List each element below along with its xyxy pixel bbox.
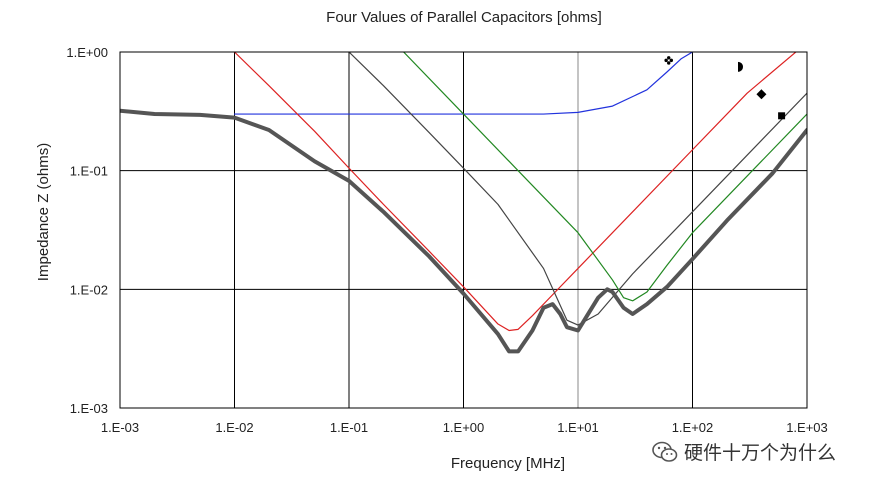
x-tick-label: 1.E+02 — [672, 420, 714, 435]
y-axis-label: Impedance Z (ohms) — [35, 143, 52, 281]
series-group — [120, 52, 807, 354]
y-tick-label: 1.E-01 — [70, 164, 108, 179]
chart-title: Four Values of Parallel Capacitors [ohms… — [326, 9, 602, 26]
marker-group — [664, 56, 786, 120]
x-tick-label: 1.E-02 — [215, 420, 253, 435]
wechat-icon — [652, 441, 678, 462]
x-axis-label: Frequency [MHz] — [451, 455, 565, 472]
x-tick-label: 1.E+01 — [557, 420, 599, 435]
watermark-text: 硬件十万个为什么 — [684, 442, 837, 464]
watermark: 硬件十万个为什么 — [652, 438, 836, 465]
square-marker — [778, 112, 786, 120]
x-tick-label: 1.E+03 — [786, 420, 828, 435]
series-line-5 — [120, 108, 807, 354]
diamond-marker — [756, 89, 767, 100]
tick-labels: 1.E-03 1.E-02 1.E-01 1.E+00 1.E+01 1.E+02 1.E+… — [66, 45, 827, 435]
x-tick-label: 1.E+00 — [443, 420, 485, 435]
series-line-1 — [233, 52, 694, 115]
y-tick-label: 1.E-03 — [70, 401, 108, 416]
series-line-4 — [403, 52, 807, 302]
x-tick-label: 1.E-01 — [330, 420, 368, 435]
half-circle-marker — [738, 61, 744, 72]
y-tick-label: 1.E+00 — [66, 45, 108, 60]
clover-marker — [664, 56, 674, 65]
series-line-3 — [348, 52, 807, 326]
plot-frame — [119, 51, 808, 409]
grid-lines — [120, 52, 807, 408]
y-tick-label: 1.E-02 — [70, 282, 108, 297]
series-line-2 — [233, 52, 797, 332]
x-tick-label: 1.E-03 — [101, 420, 139, 435]
